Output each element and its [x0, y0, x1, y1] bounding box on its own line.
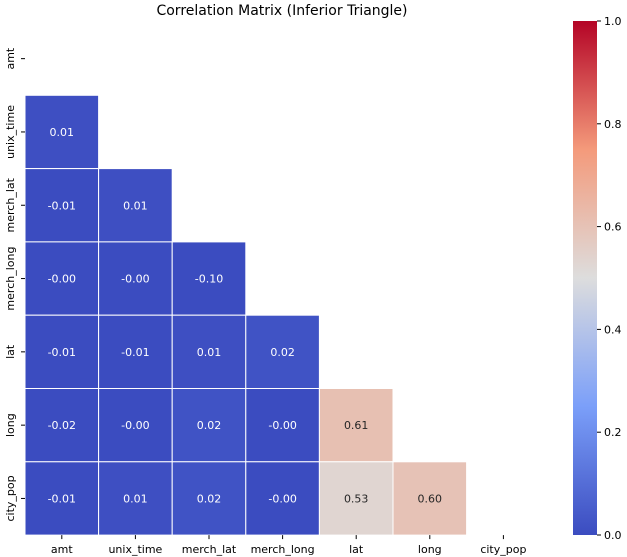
cell-value-label: 0.01 — [123, 492, 148, 505]
colorbar-tick-label: 1.0 — [604, 15, 622, 28]
x-tick-label: merch_lat — [182, 543, 237, 556]
colorbar-tick-label: 0.2 — [604, 426, 622, 439]
cell-value-label: 0.02 — [197, 419, 222, 432]
cell-value-label: -0.00 — [48, 273, 76, 286]
colorbar-tick-label: 0.6 — [604, 221, 622, 234]
heatmap-cell — [98, 461, 173, 536]
heatmap-cell — [171, 461, 247, 536]
x-tick-label: amt — [51, 543, 73, 556]
cell-value-label: -0.01 — [48, 346, 76, 359]
x-axis-ticks: amt unix_time merch_lat merch_long lat long ci… — [51, 535, 526, 556]
cell-value-label: 0.60 — [418, 492, 443, 505]
heatmap-cell — [392, 461, 468, 536]
heatmap-cell — [245, 314, 320, 390]
y-tick-label: unix_time — [4, 105, 17, 159]
heatmap-cell — [245, 388, 320, 463]
colorbar — [573, 21, 597, 535]
cell-value-label: -0.00 — [268, 492, 296, 505]
chart-title: Correlation Matrix (Inferior Triangle) — [156, 3, 407, 19]
heatmap-cell — [318, 461, 394, 536]
cell-value-label: 0.61 — [344, 419, 369, 432]
heatmap-cell — [24, 241, 100, 316]
cell-value-label: 0.01 — [197, 346, 222, 359]
y-tick-label: city_pop — [4, 475, 17, 521]
y-tick-label: amt — [4, 47, 17, 69]
cell-value-label: -0.10 — [195, 273, 223, 286]
x-tick-label: lat — [349, 543, 364, 556]
x-tick-label: merch_long — [251, 543, 315, 556]
colorbar-ticks: 0.0 0.2 0.4 0.6 0.8 1.0 — [597, 15, 622, 542]
cell-value-label: -0.00 — [121, 273, 149, 286]
heatmap-cells: 0.01 -0.01 0.01 -0.00 -0.00 -0.10 -0.01 -0.01 0.… — [24, 94, 468, 536]
heatmap-cell — [24, 168, 100, 243]
cell-value-label: 0.02 — [270, 346, 295, 359]
heatmap-cell — [24, 94, 100, 170]
cell-value-label: 0.53 — [344, 492, 369, 505]
cell-value-label: 0.01 — [123, 199, 148, 212]
heatmap-cell — [318, 388, 394, 463]
cell-value-label: -0.01 — [121, 346, 149, 359]
y-tick-label: long — [4, 413, 17, 437]
x-tick-label: unix_time — [108, 543, 162, 556]
cell-value-label: -0.01 — [48, 492, 76, 505]
heatmap-cell — [171, 241, 247, 316]
cell-value-label: -0.00 — [121, 419, 149, 432]
cell-value-label: -0.02 — [48, 419, 76, 432]
heatmap-cell — [98, 241, 173, 316]
y-tick-label: merch_lat — [4, 177, 17, 232]
cell-value-label: -0.01 — [48, 199, 76, 212]
heatmap-cell — [245, 461, 320, 536]
heatmap-cell — [98, 388, 173, 463]
cell-value-label: 0.02 — [197, 492, 222, 505]
colorbar-tick-label: 0.8 — [604, 118, 622, 131]
colorbar-tick-label: 0.4 — [604, 323, 622, 336]
y-tick-label: merch_long — [4, 247, 17, 311]
x-tick-label: long — [418, 543, 442, 556]
heatmap-cell — [171, 388, 247, 463]
cell-value-label: -0.00 — [268, 419, 296, 432]
cell-value-label: 0.01 — [50, 126, 75, 139]
x-tick-label: city_pop — [480, 543, 526, 556]
colorbar-tick-label: 0.0 — [604, 529, 622, 542]
heatmap-cell — [98, 314, 173, 390]
y-tick-label: lat — [4, 344, 17, 359]
heatmap-cell — [98, 168, 173, 243]
